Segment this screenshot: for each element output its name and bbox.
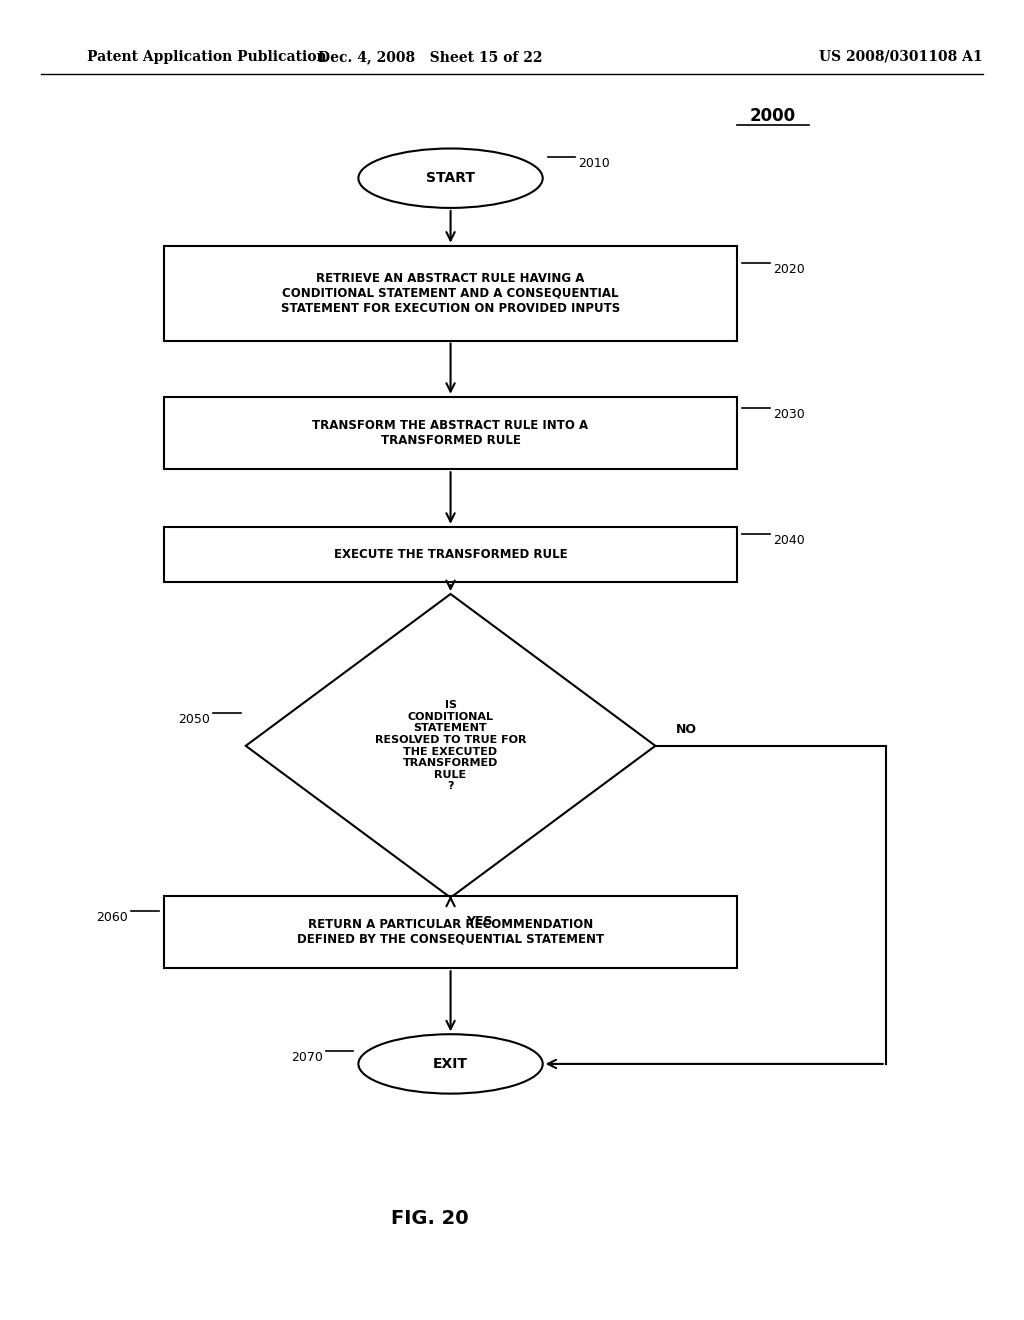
Text: 2070: 2070 <box>291 1051 323 1064</box>
Polygon shape <box>246 594 655 898</box>
Text: EXECUTE THE TRANSFORMED RULE: EXECUTE THE TRANSFORMED RULE <box>334 548 567 561</box>
Text: Patent Application Publication: Patent Application Publication <box>87 50 327 63</box>
Ellipse shape <box>358 149 543 209</box>
Text: 2040: 2040 <box>773 535 805 546</box>
Text: FIG. 20: FIG. 20 <box>391 1209 469 1228</box>
Text: 2020: 2020 <box>773 263 805 276</box>
Text: YES: YES <box>466 915 493 928</box>
Text: 2030: 2030 <box>773 408 805 421</box>
Text: NO: NO <box>676 723 697 737</box>
Text: IS
CONDITIONAL
STATEMENT
RESOLVED TO TRUE FOR
THE EXECUTED
TRANSFORMED
RULE
?: IS CONDITIONAL STATEMENT RESOLVED TO TRU… <box>375 700 526 792</box>
FancyBboxPatch shape <box>164 246 737 341</box>
FancyBboxPatch shape <box>164 896 737 969</box>
Text: TRANSFORM THE ABSTRACT RULE INTO A
TRANSFORMED RULE: TRANSFORM THE ABSTRACT RULE INTO A TRANS… <box>312 418 589 447</box>
Text: RETURN A PARTICULAR RECOMMENDATION
DEFINED BY THE CONSEQUENTIAL STATEMENT: RETURN A PARTICULAR RECOMMENDATION DEFIN… <box>297 917 604 946</box>
Ellipse shape <box>358 1035 543 1093</box>
Text: US 2008/0301108 A1: US 2008/0301108 A1 <box>819 50 983 63</box>
Text: START: START <box>426 172 475 185</box>
Text: 2060: 2060 <box>96 911 128 924</box>
FancyBboxPatch shape <box>164 396 737 469</box>
FancyBboxPatch shape <box>164 527 737 582</box>
Text: EXIT: EXIT <box>433 1057 468 1071</box>
Text: 2010: 2010 <box>579 157 610 170</box>
Text: 2000: 2000 <box>750 107 797 125</box>
Text: RETRIEVE AN ABSTRACT RULE HAVING A
CONDITIONAL STATEMENT AND A CONSEQUENTIAL
STA: RETRIEVE AN ABSTRACT RULE HAVING A CONDI… <box>281 272 621 314</box>
Text: 2050: 2050 <box>178 713 210 726</box>
Text: Dec. 4, 2008   Sheet 15 of 22: Dec. 4, 2008 Sheet 15 of 22 <box>317 50 543 63</box>
